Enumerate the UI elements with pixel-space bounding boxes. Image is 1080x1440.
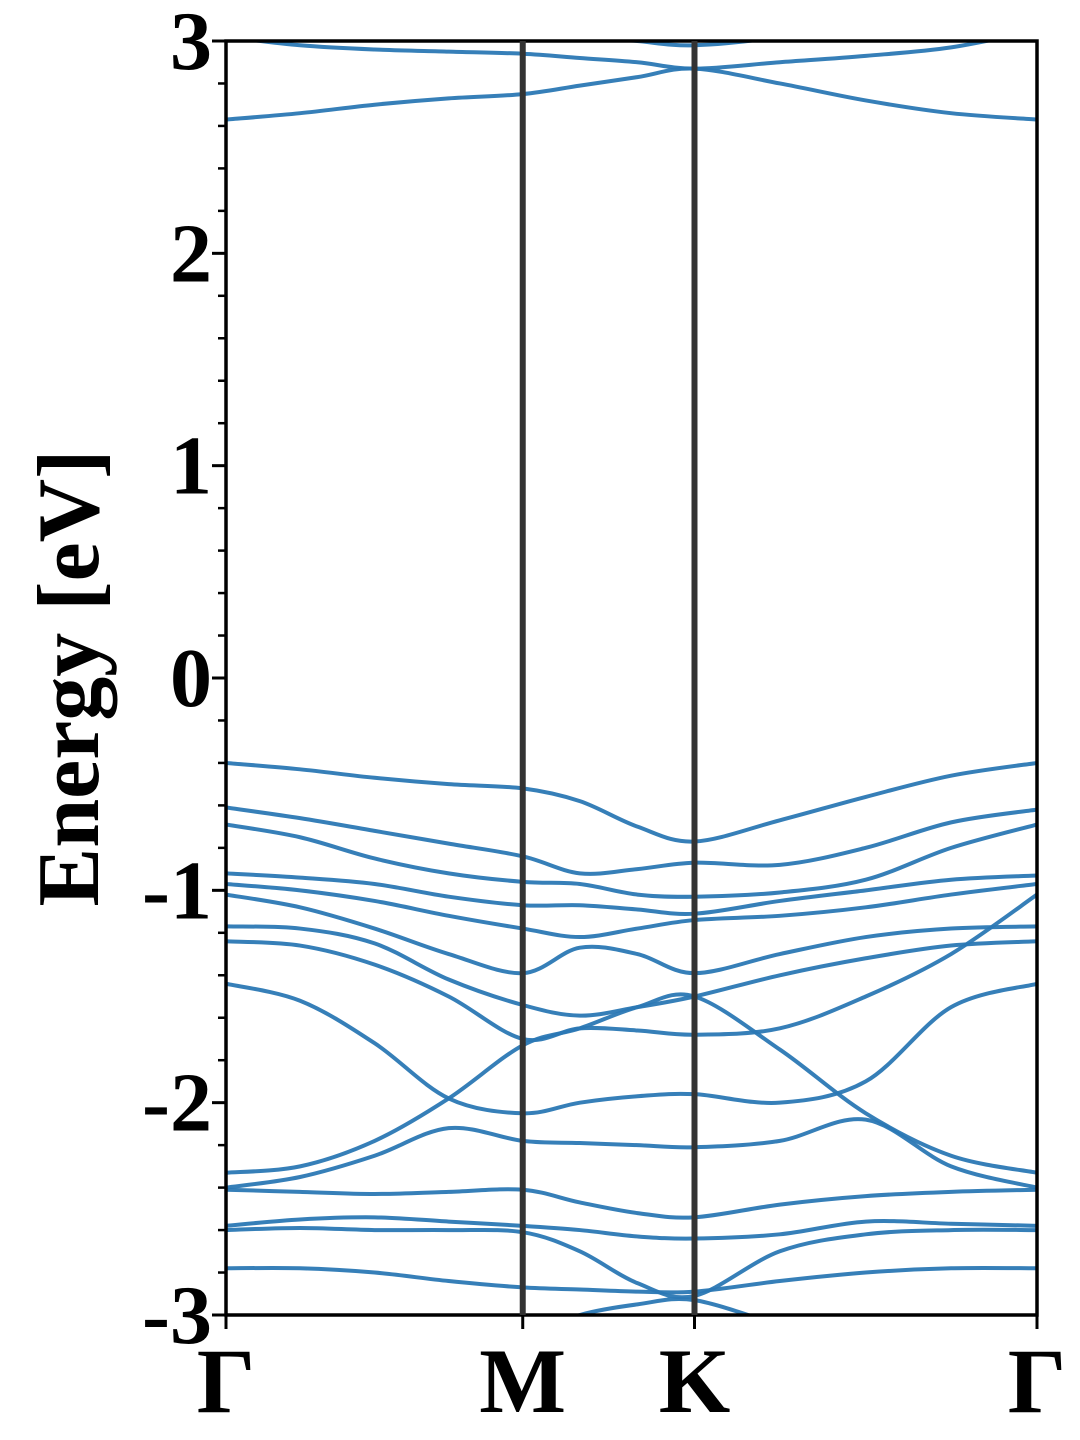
x-tick-label: K (659, 1330, 731, 1432)
band-line (572, 1296, 755, 1315)
y-tick-label: -2 (142, 1057, 212, 1150)
band-line (226, 892, 1037, 1043)
x-tick-label: M (479, 1330, 566, 1432)
y-tick-label: 2 (170, 207, 212, 300)
y-tick-label: 1 (170, 420, 212, 513)
x-tick-label: Γ (1008, 1330, 1067, 1432)
band-line (226, 822, 1037, 899)
plot-area (226, 41, 1037, 1315)
band-line (226, 871, 1037, 916)
band-line (226, 881, 1037, 940)
band-line (226, 1265, 1037, 1295)
band-line (226, 805, 1037, 876)
band-line (226, 981, 1037, 1116)
y-tick-label: -1 (142, 844, 212, 937)
x-tick-label: Γ (197, 1330, 256, 1432)
band-line (226, 66, 1037, 122)
band-line (226, 760, 1037, 844)
band-line (226, 1225, 1037, 1300)
y-axis-label: Energy [eV] (21, 450, 118, 907)
band-line (226, 1187, 1037, 1220)
band-line (244, 41, 997, 71)
y-tick-label: -3 (142, 1269, 212, 1362)
band-line (226, 1215, 1037, 1241)
band-line (614, 41, 764, 48)
band-line (226, 892, 1037, 976)
band-line (226, 924, 1037, 1018)
y-tick-label: 0 (170, 632, 212, 725)
band-line (226, 1117, 1037, 1190)
y-tick-label: 3 (170, 0, 212, 88)
plot-frame (224, 39, 1039, 1317)
